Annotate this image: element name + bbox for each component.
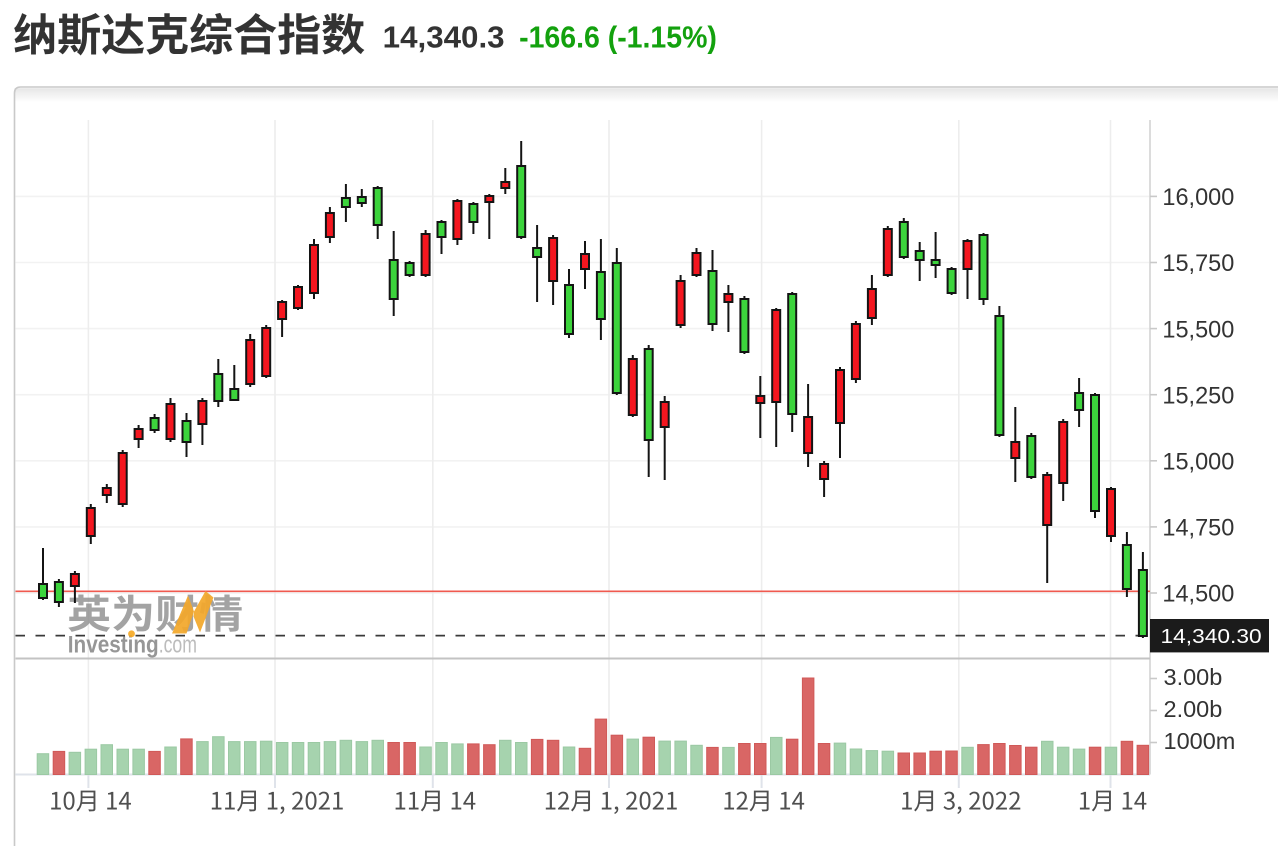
svg-text:14,750: 14,750 <box>1162 515 1234 542</box>
svg-text:14,340.3: 14,340.3 <box>383 20 505 55</box>
svg-text:15,250: 15,250 <box>1162 382 1234 409</box>
svg-text:15,000: 15,000 <box>1162 449 1234 476</box>
svg-text:3.00b: 3.00b <box>1164 664 1223 690</box>
svg-text:16,000: 16,000 <box>1162 184 1234 211</box>
svg-text:14,340.30: 14,340.30 <box>1161 625 1262 648</box>
svg-text:1000m: 1000m <box>1164 728 1236 754</box>
svg-text:.com: .com <box>159 631 197 658</box>
svg-text:14,500: 14,500 <box>1162 581 1234 608</box>
svg-text:15,750: 15,750 <box>1162 250 1234 277</box>
svg-text:-166.6 (-1.15%): -166.6 (-1.15%) <box>519 20 717 55</box>
svg-text:Investing: Investing <box>68 631 159 658</box>
svg-text:2.00b: 2.00b <box>1164 696 1223 722</box>
svg-text:15,500: 15,500 <box>1162 316 1234 343</box>
